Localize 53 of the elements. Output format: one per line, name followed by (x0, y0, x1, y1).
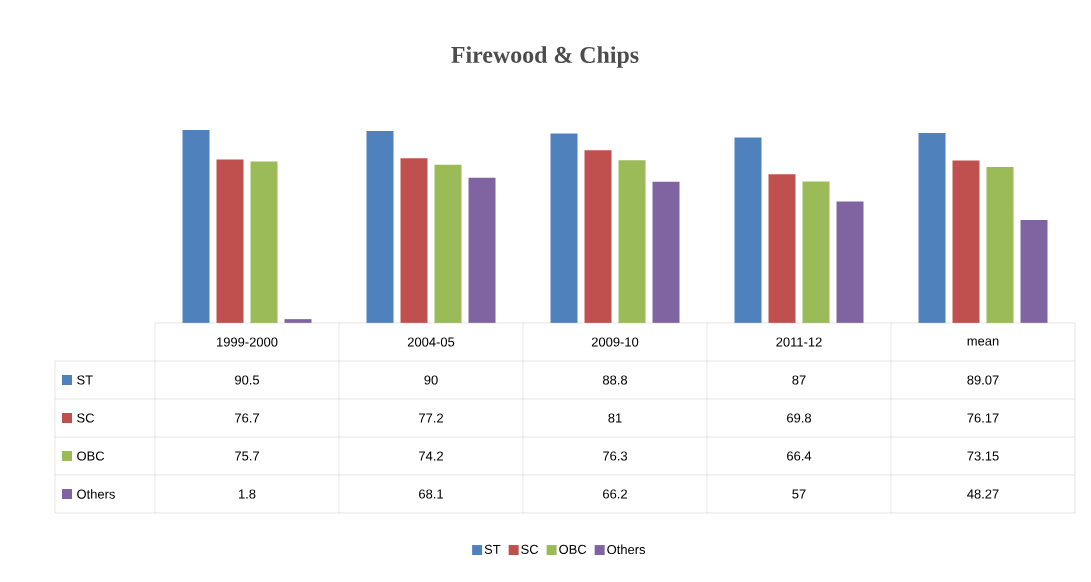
data-label: 74.2 (419, 451, 443, 461)
data-label: 1.8 (238, 489, 256, 499)
bar (434, 164, 462, 323)
text: OBC (559, 544, 587, 554)
data-label: 76.7 (235, 413, 259, 423)
chart-title: Firewood & Chips (451, 46, 639, 68)
data-label: 88.8 (602, 375, 628, 385)
data-label: 57 (792, 489, 806, 499)
bar (836, 201, 864, 323)
bar (618, 160, 646, 323)
data-label: 73.15 (967, 451, 999, 461)
bar (250, 161, 278, 323)
x-tick-label: 2011-12 (776, 337, 822, 347)
data-label: 89.07 (967, 375, 999, 385)
data-label: 66.2 (603, 489, 627, 499)
legend-label: OBC (77, 451, 105, 461)
x-tick-label: mean (967, 338, 999, 346)
bar (1020, 220, 1048, 323)
bar (400, 158, 428, 323)
bar (366, 131, 394, 323)
legend-label: SC (77, 413, 95, 423)
data-label: 68.1 (419, 489, 443, 499)
bar (918, 133, 946, 323)
x-tick-label: 1999-2000 (217, 337, 278, 347)
bar (550, 133, 578, 323)
bar (468, 177, 496, 323)
bar (182, 129, 210, 323)
data-label: 76.17 (967, 413, 999, 423)
data-label: 69.8 (787, 413, 812, 423)
data-label: 75.7 (235, 451, 259, 461)
data-label: 81 (608, 413, 622, 423)
legend-label: ST (77, 375, 93, 385)
bar (986, 166, 1014, 323)
bar (802, 181, 830, 323)
data-label: 90.5 (235, 375, 260, 385)
bar (952, 160, 980, 323)
text: Others (77, 489, 115, 499)
data-label: 76.3 (603, 451, 628, 461)
bar (584, 150, 612, 323)
data-label: 87 (792, 375, 806, 385)
bar (652, 181, 680, 323)
x-tick-label: 2009-10 (591, 337, 639, 347)
bar (768, 174, 796, 323)
text: SC (521, 544, 539, 554)
bar (216, 159, 244, 323)
data-label: 90 (424, 375, 438, 385)
text: ST (484, 544, 501, 554)
data-label: 48.27 (967, 489, 999, 499)
legend-label: Others (607, 544, 646, 555)
x-tick-label: 2004-05 (407, 337, 455, 347)
bar (734, 137, 762, 323)
data-label: 66.4 (787, 451, 812, 461)
data-label: 77.2 (419, 413, 443, 423)
